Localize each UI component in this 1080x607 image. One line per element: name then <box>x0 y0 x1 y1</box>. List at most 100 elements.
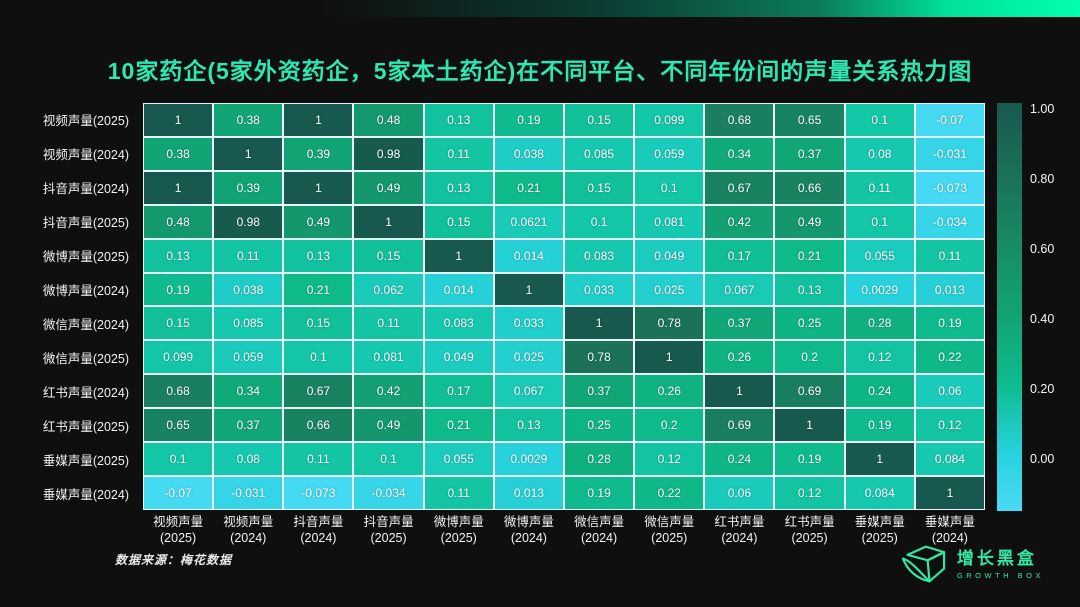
heatmap-cell: 0.13 <box>424 171 493 204</box>
heatmap-cell: 0.37 <box>775 137 844 170</box>
heatmap-cell: 0.68 <box>144 375 213 408</box>
colorbar-tick-label: 0.80 <box>1030 172 1055 186</box>
heatmap-cell: 0.055 <box>845 239 914 272</box>
heatmap-cell: 0.033 <box>494 307 563 340</box>
heatmap-cell: 0.11 <box>284 443 353 476</box>
heatmap-cell: 0.059 <box>214 341 283 374</box>
heatmap-cell: 0.38 <box>144 137 213 170</box>
row-label: 红书声量(2025) <box>42 419 129 434</box>
heatmap-cell: 0.025 <box>635 273 704 306</box>
heatmap-cell: 0.48 <box>144 205 213 238</box>
heatmap-cell: 1 <box>144 171 213 204</box>
heatmap-cell: 0.69 <box>705 409 774 442</box>
heatmap-cell: 0.24 <box>845 375 914 408</box>
heatmap-cell: 0.1 <box>284 341 353 374</box>
heatmap-cell: 0.49 <box>284 205 353 238</box>
heatmap-cell: 0.21 <box>284 273 353 306</box>
heatmap-cell: 0.15 <box>424 205 493 238</box>
heatmap-cell: 0.19 <box>915 307 984 340</box>
heatmap-cell: 0.033 <box>564 273 634 306</box>
colorbar-tick-label: 0.20 <box>1030 382 1055 396</box>
heatmap-cell: 0.062 <box>354 273 423 306</box>
heatmap-cell: -0.034 <box>354 477 423 509</box>
heatmap-cell: 0.78 <box>635 307 704 340</box>
heatmap-cell: 0.22 <box>915 341 984 374</box>
heatmap-cell: 1 <box>284 171 353 204</box>
heatmap-cell: 0.049 <box>635 239 704 272</box>
heatmap-cell: 0.38 <box>214 104 283 136</box>
heatmap-cell: 0.68 <box>705 104 774 136</box>
heatmap-cell: 0.26 <box>705 341 774 374</box>
heatmap-cell: 0.083 <box>424 307 493 340</box>
heatmap-cell: 0.66 <box>284 409 353 442</box>
heatmap-cell: 0.081 <box>635 205 704 238</box>
heatmap-cell: -0.073 <box>915 171 984 204</box>
heatmap-cell: 0.13 <box>144 239 213 272</box>
growth-box-cube-icon <box>901 545 946 583</box>
heatmap-cell: 0.15 <box>284 307 353 340</box>
heatmap-cell: 0.11 <box>214 239 283 272</box>
heatmap-cell: -0.031 <box>915 137 984 170</box>
heatmap-cell: 0.19 <box>775 443 844 476</box>
heatmap-cell: -0.034 <box>915 205 984 238</box>
heatmap-cell: 0.1 <box>635 171 704 204</box>
heatmap-cell: 0.28 <box>845 307 914 340</box>
heatmap-cell: 0.2 <box>635 409 704 442</box>
heatmap-cell: 0.11 <box>915 239 984 272</box>
heatmap-cell: 0.099 <box>144 341 213 374</box>
logo-name: 增长黑盒 <box>956 548 1037 568</box>
heatmap-cell: 0.65 <box>775 104 844 136</box>
heatmap-cell: 0.084 <box>915 443 984 476</box>
heatmap-cell: 0.0029 <box>494 443 563 476</box>
top-gradient-bar <box>0 0 1080 17</box>
heatmap-cell: 0.1 <box>144 443 213 476</box>
heatmap-cell: 0.0029 <box>845 273 914 306</box>
row-label: 垂媒声量(2024) <box>42 487 129 502</box>
heatmap-cell: 0.49 <box>354 171 423 204</box>
chart-title: 10家药企(5家外资药企，5家本土药企)在不同平台、不同年份间的声量关系热力图 <box>107 58 973 84</box>
heatmap-column-labels: 视频声量 (2025) 视频声量 (2024) 抖音声量 (2024) 抖音声量 (2025)… <box>143 514 985 546</box>
heatmap-cell: 0.48 <box>354 104 423 136</box>
colorbar-gradient <box>997 103 1022 511</box>
heatmap-cell: 0.13 <box>775 273 844 306</box>
column-label: 垂媒声量 (2025) <box>854 515 905 545</box>
heatmap-cell: 0.21 <box>775 239 844 272</box>
heatmap-cell: 0.12 <box>915 409 984 442</box>
heatmap-cell: 0.12 <box>775 477 844 509</box>
data-source-note: 数据来源：梅花数据 <box>115 553 233 567</box>
row-label: 抖音声量(2024) <box>42 182 129 197</box>
heatmap-cell: 0.085 <box>214 307 283 340</box>
heatmap-cell: 0.059 <box>635 137 704 170</box>
row-label: 抖音声量(2025) <box>42 216 129 231</box>
heatmap-cell: 0.37 <box>705 307 774 340</box>
heatmap-cell: 0.12 <box>635 443 704 476</box>
heatmap-cell: 0.67 <box>705 171 774 204</box>
heatmap-cell: 0.13 <box>494 409 563 442</box>
row-label: 红书声量(2024) <box>42 385 129 400</box>
heatmap-cell: 0.1 <box>845 104 914 136</box>
heatmap-cell: -0.07 <box>915 104 984 136</box>
heatmap-row-labels: 视频声量(2025) 视频声量(2024) 抖音声量(2024) 抖音声量(2025)… <box>0 103 135 510</box>
heatmap-cell: 0.1 <box>845 205 914 238</box>
heatmap-cell: 0.34 <box>214 375 283 408</box>
heatmap-cell: 0.08 <box>214 443 283 476</box>
heatmap-cell: 0.34 <box>705 137 774 170</box>
heatmap-cell: 0.28 <box>564 443 634 476</box>
row-label: 微信声量(2025) <box>42 351 129 366</box>
heatmap-cell: 0.24 <box>705 443 774 476</box>
heatmap-cell: -0.031 <box>214 477 283 509</box>
colorbar-ticks: 1.00 0.80 0.60 0.40 0.20 0.00 <box>1030 102 1078 511</box>
heatmap-cell: 0.13 <box>284 239 353 272</box>
column-label: 红书声量 (2025) <box>784 515 835 545</box>
heatmap-cell: 0.42 <box>354 375 423 408</box>
heatmap-cell: 0.98 <box>214 205 283 238</box>
heatmap-cell: 0.65 <box>144 409 213 442</box>
heatmap-cell: 0.15 <box>144 307 213 340</box>
heatmap-cell: 1 <box>705 375 774 408</box>
colorbar-tick-label: 0.60 <box>1030 242 1055 256</box>
heatmap-cell: 0.11 <box>354 307 423 340</box>
heatmap-cell: 0.39 <box>284 137 353 170</box>
column-label: 视频声量 (2024) <box>223 515 274 545</box>
heatmap-cell: 0.083 <box>564 239 634 272</box>
heatmap-cell: -0.07 <box>144 477 213 509</box>
